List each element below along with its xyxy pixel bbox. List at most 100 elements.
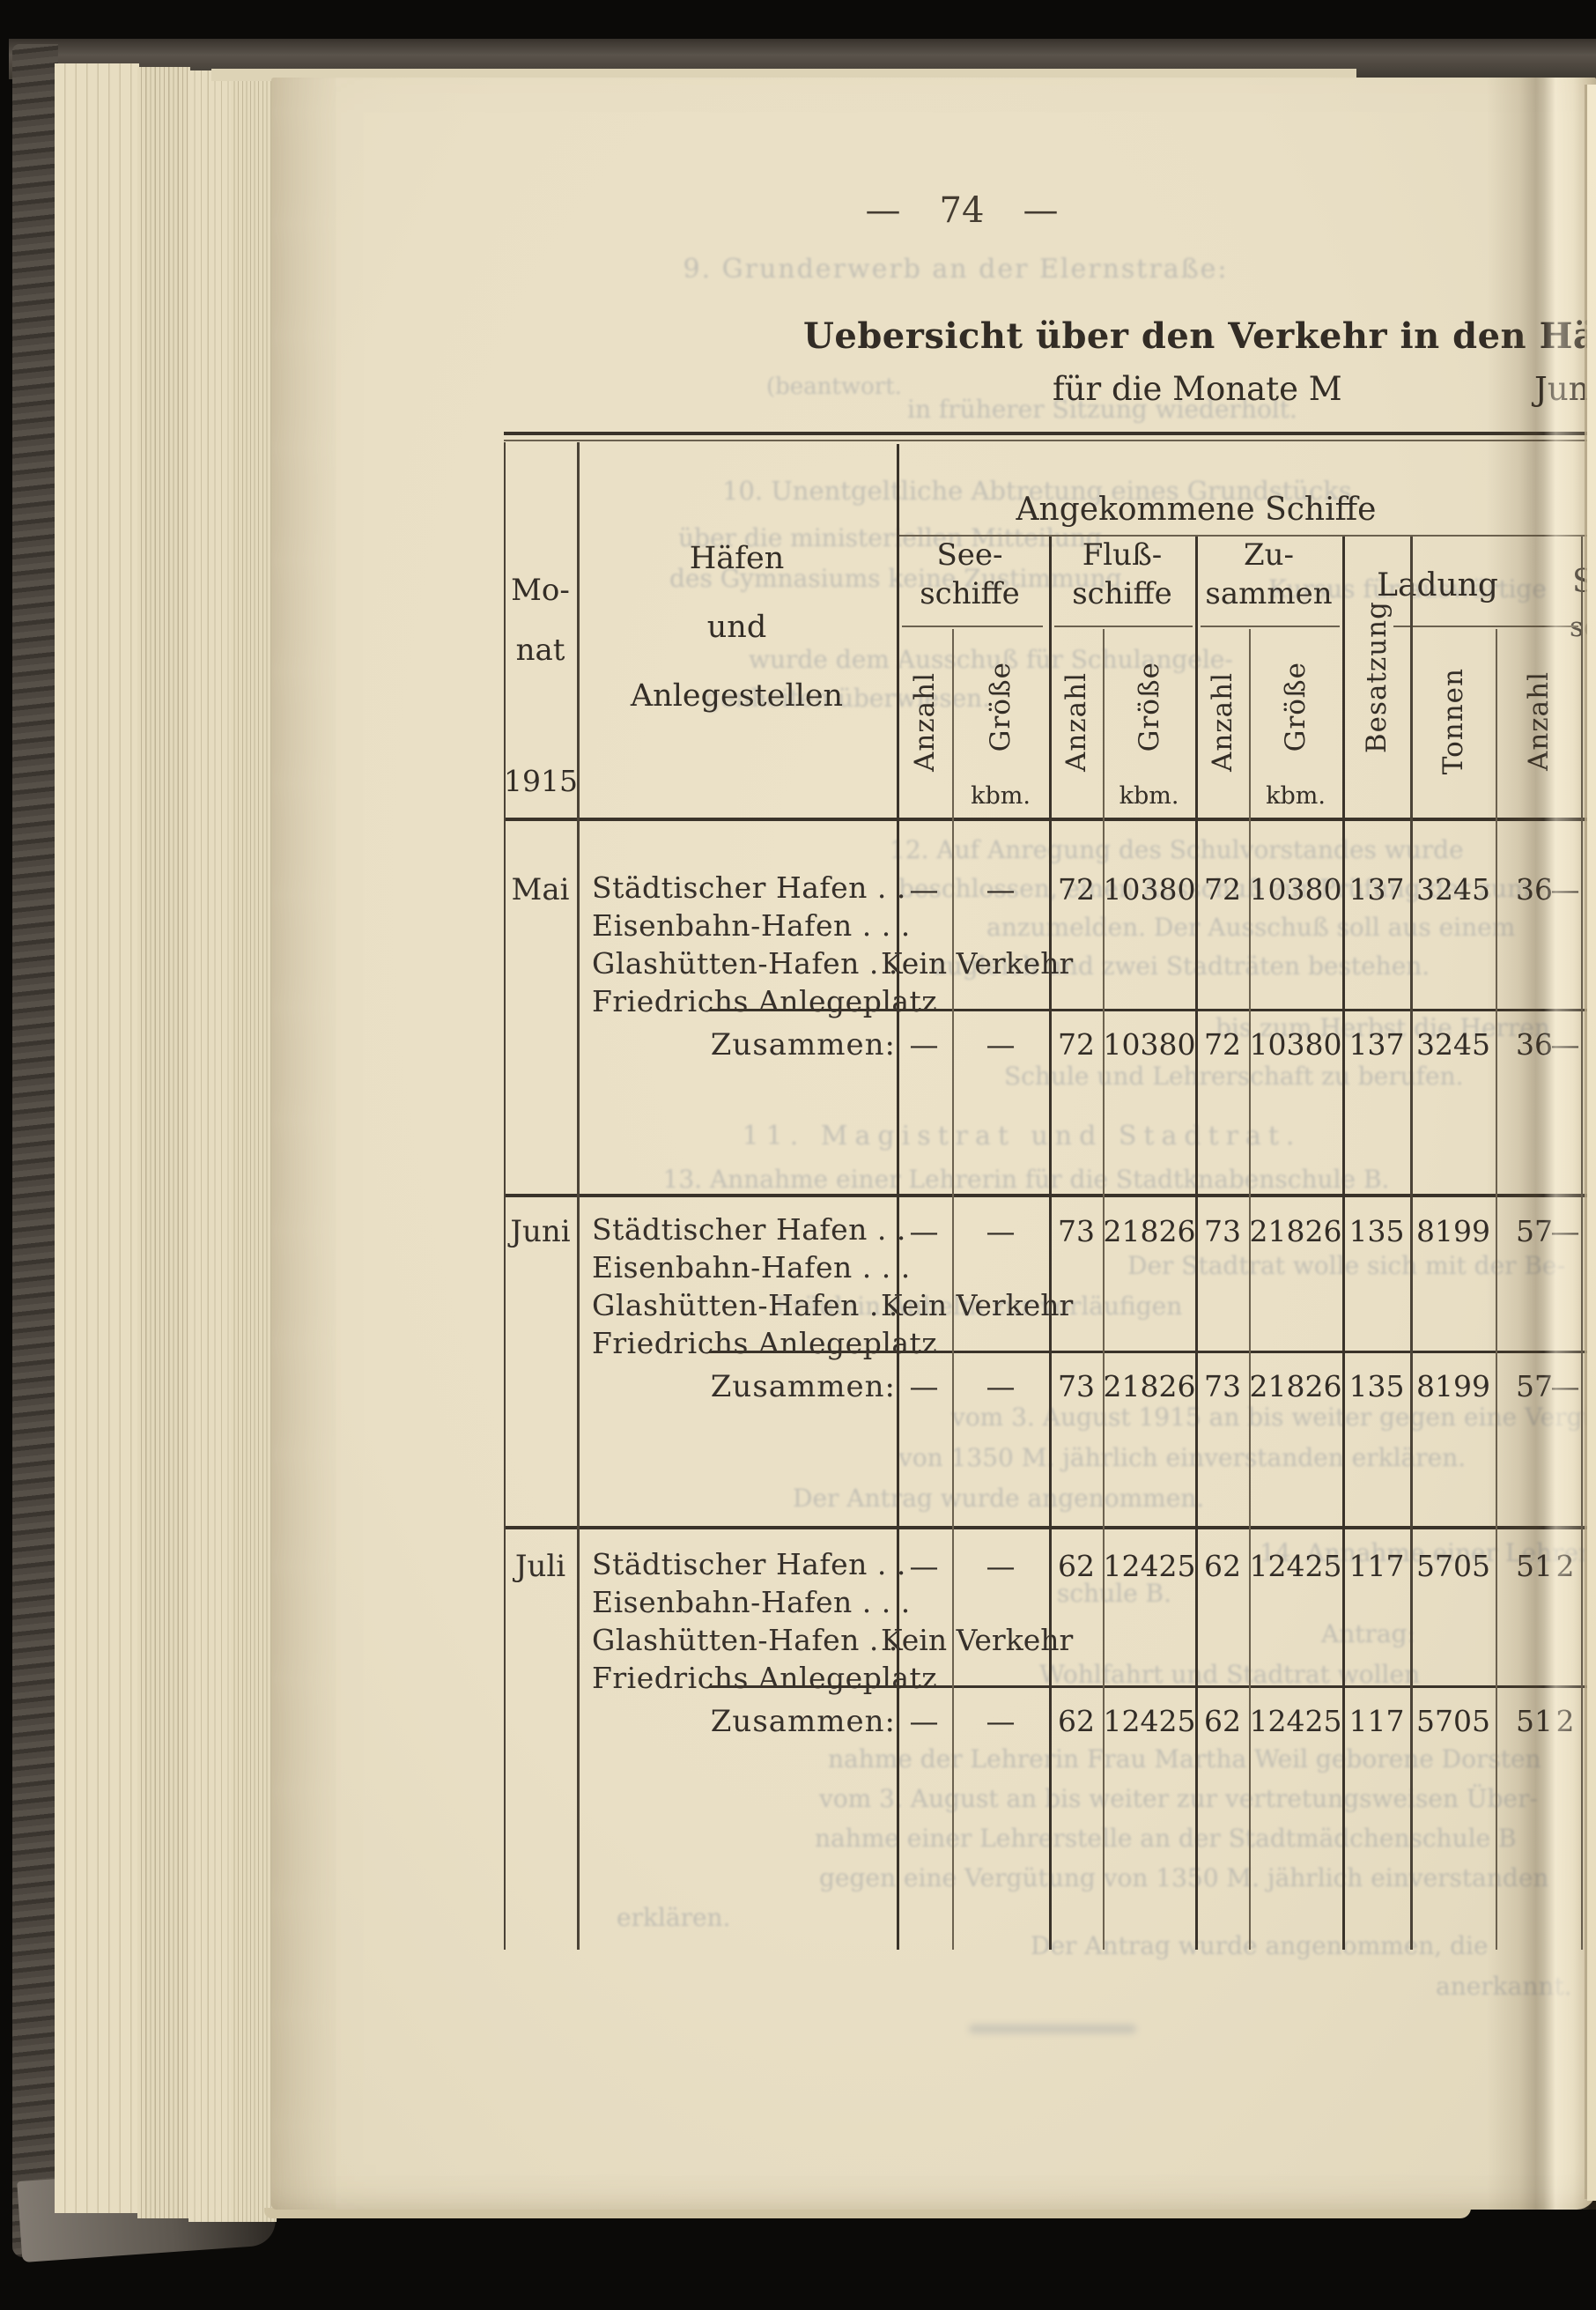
page-number-dash: — xyxy=(1023,190,1059,231)
bleedthrough-text: vom 3. August an bis weiter zur vertretu… xyxy=(819,1784,1538,1813)
bleedthrough-text: des Gymnasiums keine Zustimmung xyxy=(669,564,1122,593)
total-clipped: 36 xyxy=(1516,1027,1553,1062)
cell-fluss-anzahl: 72 xyxy=(1058,872,1095,907)
harbor-row-label: Städtischer Hafen . . xyxy=(592,870,906,905)
cell-zus-anzahl: 73 xyxy=(1204,1214,1241,1248)
bleedthrough-text: 12. Auf Anregung des Schulvorstandes wur… xyxy=(890,835,1464,864)
cell-zus-anzahl: 72 xyxy=(1204,872,1241,907)
bleedthrough-text: 11. Magistrat und Stadtrat. xyxy=(742,1121,1302,1151)
total-see-groesse: — xyxy=(986,1027,1016,1062)
month-block-juni: Juni Städtischer Hafen . . Eisenbahn-Haf… xyxy=(504,1212,1596,1433)
kein-verkehr-note: Kein Verkehr xyxy=(881,1288,1074,1322)
group-header-ladung: Ladung xyxy=(1377,567,1498,603)
col-header-zus-anzahl: Anzahl xyxy=(1206,672,1238,773)
cell-tonnen: 8199 xyxy=(1416,1214,1490,1248)
total-fluss-anzahl: 73 xyxy=(1058,1369,1095,1403)
table-rule xyxy=(1581,537,1583,1950)
bleedthrough-text: wurde dem Ausschuß für Schulangele- xyxy=(749,645,1233,674)
total-see-groesse: — xyxy=(986,1704,1016,1738)
harbor-row-label: Städtischer Hafen . . xyxy=(592,1212,906,1247)
bleedthrough-text: Antrag: xyxy=(1321,1619,1415,1648)
page-bottom-edge xyxy=(264,2208,1471,2218)
col-header-tonnen: Tonnen xyxy=(1437,668,1469,775)
seeschiffe-line2: schiffe xyxy=(920,576,1020,612)
table-rule xyxy=(1342,537,1345,1950)
harbor-row-label: Eisenbahn-Hafen . . . xyxy=(592,1585,911,1619)
col-header-haefen-1: Häfen xyxy=(689,541,785,576)
table-rule xyxy=(952,629,954,1950)
zusammen-row-label: Zusammen: xyxy=(710,1369,896,1404)
unit-label-kbm: kbm. xyxy=(1119,782,1179,810)
cell-fluss-anzahl: 73 xyxy=(1058,1214,1095,1248)
cell-clipped: 36 xyxy=(1516,872,1553,907)
cell-besatzung: 117 xyxy=(1348,1549,1405,1583)
total-see-anzahl: — xyxy=(909,1369,939,1403)
cell-see-groesse: — xyxy=(986,1214,1016,1248)
cell-zus-groesse: 21826 xyxy=(1249,1214,1342,1248)
bleedthrough-text: gegen eine Vergütung von 1350 M. jährlic… xyxy=(819,1863,1549,1892)
page-number-dash: — xyxy=(865,190,901,231)
total-clipped: — xyxy=(1550,1369,1580,1403)
total-tonnen: 3245 xyxy=(1416,1027,1490,1062)
table-rule xyxy=(1410,537,1413,1950)
col-header-see-groesse: Größe xyxy=(985,661,1016,752)
total-clipped: 57 xyxy=(1516,1369,1553,1403)
bleedthrough-text: Schule und Lehrerschaft zu berufen. xyxy=(1004,1062,1464,1091)
harbor-row-label: Eisenbahn-Hafen . . . xyxy=(592,1250,911,1285)
bleedthrough-text: Fräulein Anhelm zur vorläufigen xyxy=(775,1292,1183,1321)
cell-fluss-groesse: 10380 xyxy=(1103,872,1196,907)
col-header-besatzung: Besatzung xyxy=(1360,601,1393,754)
col-header-zus-groesse: Größe xyxy=(1280,661,1312,752)
page-number: — 74 — xyxy=(866,190,1059,231)
col-header-edge-anzahl: Anzahl xyxy=(1522,671,1555,772)
document-title: Uebersicht über den Verkehr in den Häfen… xyxy=(803,315,1596,357)
page-edge-stack xyxy=(55,63,139,2213)
cell-clipped: 57 xyxy=(1516,1214,1553,1248)
cell-see-anzahl: — xyxy=(909,1549,939,1583)
cell-clipped: — xyxy=(1550,1214,1580,1248)
harbor-row-label: Friedrichs Anlegeplatz xyxy=(592,984,938,1018)
cell-clipped: 2 xyxy=(1555,1549,1575,1583)
cell-tonnen: 3245 xyxy=(1416,872,1490,907)
bleedthrough-text: 9. Grunderwerb an der Elernstraße: xyxy=(683,254,1229,285)
total-clipped: 51 xyxy=(1516,1704,1553,1738)
table-rule xyxy=(1049,537,1052,1950)
page-edge-stack xyxy=(231,74,277,2222)
total-clipped: 2 xyxy=(1555,1704,1575,1738)
group-header-flussschiffe: Fluß- schiffe xyxy=(1049,536,1195,613)
cell-see-groesse: — xyxy=(986,1549,1016,1583)
total-zus-groesse: 10380 xyxy=(1249,1027,1342,1062)
harbor-row-label: Glashütten-Hafen . . xyxy=(592,946,898,981)
total-zus-groesse: 21826 xyxy=(1249,1369,1342,1403)
bleedthrough-text: 10. Unentgeltliche Abtretung eines Grund… xyxy=(722,476,1360,506)
harbor-row-label: Städtischer Hafen . . xyxy=(592,1547,906,1581)
total-fluss-groesse: 10380 xyxy=(1103,1027,1196,1062)
total-zus-groesse: 12425 xyxy=(1249,1704,1342,1738)
total-zus-anzahl: 62 xyxy=(1204,1704,1241,1738)
total-clipped: — xyxy=(1550,1027,1580,1062)
bleedthrough-text: 13. Annahme einer Lehrerin für die Stadt… xyxy=(662,1165,1390,1194)
flussschiffe-line1: Fluß- xyxy=(1082,537,1163,573)
cell-see-anzahl: — xyxy=(909,1214,939,1248)
bleedthrough-text: zugleich und zwei Stadträten bestehen. xyxy=(934,951,1430,981)
kein-verkehr-note: Kein Verkehr xyxy=(881,1623,1074,1657)
cell-zus-anzahl: 62 xyxy=(1204,1549,1241,1583)
total-besatzung: 117 xyxy=(1348,1704,1405,1738)
bleedthrough-text: schule B. xyxy=(1057,1579,1172,1608)
zusammen-row-label: Zusammen: xyxy=(710,1704,896,1739)
col-header-haefen-3: Anlegestellen xyxy=(630,678,844,714)
month-label: Mai xyxy=(511,872,570,907)
total-zus-anzahl: 72 xyxy=(1204,1027,1241,1062)
group-header-zusammen: Zu- sammen xyxy=(1195,536,1342,613)
month-block-juli: Juli Städtischer Hafen . . Eisenbahn-Haf… xyxy=(504,1547,1596,1767)
cell-fluss-anzahl: 62 xyxy=(1058,1549,1095,1583)
table-rule xyxy=(1496,629,1497,1950)
bleedthrough-text: von 1350 M. jährlich einverstanden erklä… xyxy=(898,1443,1467,1472)
total-see-anzahl: — xyxy=(909,1027,939,1062)
col-header-fluss-anzahl: Anzahl xyxy=(1060,672,1092,773)
zusammen-line2: sammen xyxy=(1205,576,1333,612)
table-rule xyxy=(1103,629,1105,1950)
cell-fluss-groesse: 12425 xyxy=(1103,1549,1196,1583)
cell-tonnen: 5705 xyxy=(1416,1549,1490,1583)
